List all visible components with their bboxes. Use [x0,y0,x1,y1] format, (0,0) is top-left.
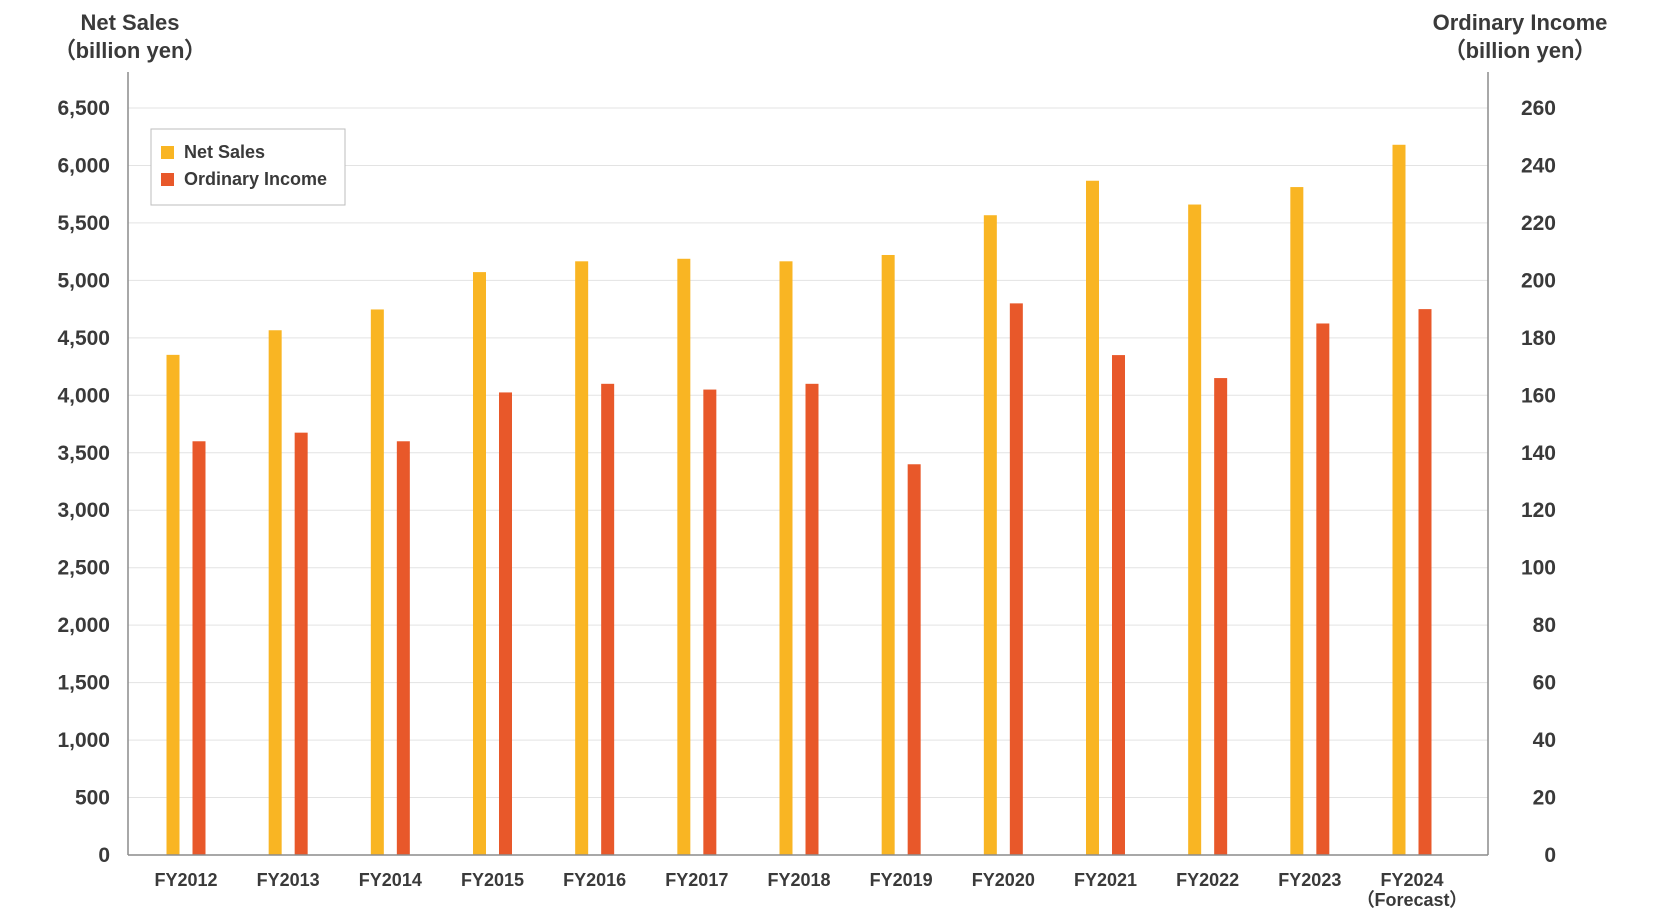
right-tick-label: 180 [1521,327,1556,350]
category-label: FY2013 [257,870,320,890]
legend-label-net-sales: Net Sales [184,142,265,162]
right-tick-label: 220 [1521,212,1556,235]
bar-net-sales [1086,180,1099,855]
left-tick-label: 3,000 [57,499,110,522]
category-label: FY2018 [767,870,830,890]
left-tick-label: 0 [98,844,110,867]
right-tick-label: 260 [1521,97,1556,120]
left-axis-title-line1: Net Sales [80,10,179,35]
right-tick-label: 60 [1533,672,1556,695]
bar-net-sales [473,272,486,855]
left-tick-label: 5,500 [57,212,110,235]
legend: Net Sales Ordinary Income [150,128,346,206]
category-label: FY2023 [1278,870,1341,890]
left-tick-label: 1,500 [57,672,110,695]
category-label: FY2024 [1380,870,1443,890]
right-tick-label: 140 [1521,442,1556,465]
left-tick-label: 6,500 [57,97,110,120]
legend-swatch-ordinary-income [161,173,174,186]
right-axis-title-line2: （billion yen） [1444,38,1597,63]
bar-net-sales [983,215,997,855]
legend-label-ordinary-income: Ordinary Income [184,169,327,189]
bar-ordinary-income [1418,309,1432,856]
right-tick-label: 20 [1533,787,1556,810]
left-tick-label: 1,000 [57,729,110,752]
left-tick-label: 4,000 [57,384,110,407]
bar-ordinary-income [907,464,921,855]
bar-ordinary-income [294,432,308,855]
bar-ordinary-income [192,441,206,855]
bar-net-sales [779,261,793,855]
category-label: FY2021 [1074,870,1137,890]
bar-ordinary-income [1009,303,1023,855]
left-tick-label: 6,000 [57,154,110,177]
right-tick-label: 200 [1521,269,1556,292]
category-label: FY2016 [563,870,626,890]
bar-net-sales [268,330,282,855]
bar-net-sales [166,354,180,855]
bar-net-sales [575,261,589,855]
bar-net-sales [370,309,384,855]
right-tick-label: 0 [1544,844,1556,867]
legend-box [150,128,346,206]
category-sublabel: （Forecast） [1356,890,1467,910]
right-tick-label: 120 [1521,499,1556,522]
left-tick-label: 2,000 [57,614,110,637]
right-tick-label: 240 [1521,154,1556,177]
right-tick-label: 160 [1521,384,1556,407]
category-label: FY2014 [359,870,422,890]
right-tick-label: 100 [1521,557,1556,580]
category-label: FY2019 [870,870,933,890]
right-tick-label: 40 [1533,729,1556,752]
left-tick-label: 2,500 [57,557,110,580]
right-tick-label: 80 [1533,614,1556,637]
bar-ordinary-income [1316,323,1330,855]
left-axis-ticks: 0 500 1,000 1,500 2,000 2,500 3,000 3,500 4,000 4… [57,97,110,867]
left-tick-label: 3,500 [57,442,110,465]
category-label: FY2020 [972,870,1035,890]
bar-net-sales [1188,204,1202,855]
right-axis-ticks: 0 20 40 60 80 100 120 140 160 180 200 220 240 260 [1521,97,1556,867]
bar-ordinary-income [499,392,512,855]
left-tick-label: 4,500 [57,327,110,350]
bar-ordinary-income [1214,378,1228,855]
bar-ordinary-income [396,441,410,855]
bar-net-sales [677,258,691,856]
legend-swatch-net-sales [161,146,174,159]
category-label: FY2017 [665,870,728,890]
bar-net-sales [1290,187,1304,855]
bar-ordinary-income [601,383,615,855]
bar-ordinary-income [805,383,819,855]
bar-ordinary-income [703,389,717,855]
category-label: FY2015 [461,870,524,890]
category-label: FY2022 [1176,870,1239,890]
category-label: FY2012 [154,870,217,890]
bar-net-sales [1392,144,1406,855]
bar-net-sales [881,254,895,855]
left-tick-label: 500 [75,787,110,810]
left-axis-title-line2: （billion yen） [54,38,207,63]
category-labels: FY2012 FY2013 FY2014 FY2015 FY2016 FY2017 FY20… [154,870,1467,910]
bars [166,144,1432,856]
right-axis-title-line1: Ordinary Income [1433,10,1608,35]
bar-ordinary-income [1112,355,1125,855]
left-tick-label: 5,000 [57,269,110,292]
